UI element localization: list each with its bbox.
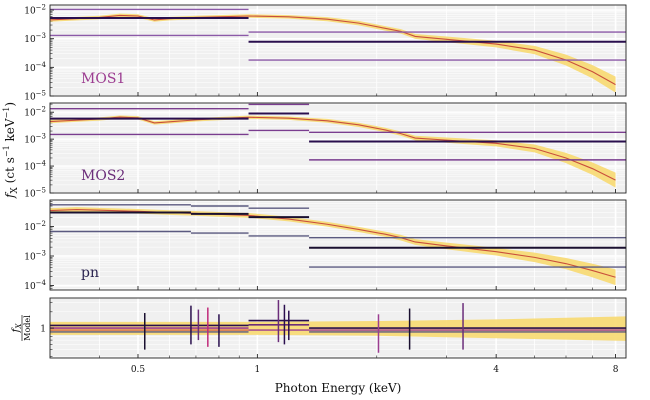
y-tick-label: 10−4 — [24, 160, 46, 173]
y-tick-label: 10−2 — [24, 220, 46, 233]
ylabel-units: (ct s — [3, 157, 17, 187]
y-tick-label: 10−3 — [24, 32, 46, 45]
ratio-ylabel: fX Model — [11, 315, 32, 341]
panel-plot-area — [50, 103, 626, 188]
y-tick-exponent: −4 — [36, 279, 47, 287]
y-tick-exponent: −4 — [36, 61, 47, 69]
ylabel-f: f — [3, 191, 17, 199]
y-axis-label-group: fX (ct s−1 keV−1) — [2, 102, 20, 199]
panel-pn: 10−410−310−2pn — [24, 199, 627, 292]
panel-label-mos2: MOS2 — [81, 168, 125, 184]
y-tick-base: 10 — [24, 223, 36, 233]
y-tick-base: 10 — [24, 93, 36, 103]
y-tick-label: 10−3 — [24, 133, 46, 146]
y-tick-base: 10 — [24, 190, 36, 200]
y-tick-label: 10−5 — [24, 187, 46, 200]
y-tick-exponent: −5 — [36, 90, 46, 98]
ratio-ylabel-sub: X — [15, 323, 23, 330]
ylabel-units-mid: keV — [3, 118, 17, 145]
y-tick-base: 10 — [24, 136, 36, 146]
ylabel-units-end: ) — [3, 102, 17, 107]
y-tick-exponent: −3 — [36, 250, 46, 258]
y-tick-base: 10 — [24, 35, 36, 45]
model-line — [50, 208, 616, 278]
y-tick-label: 10−2 — [24, 106, 46, 119]
y-tick-label: 10−5 — [24, 90, 46, 103]
y-axis-label: fX (ct s−1 keV−1) — [2, 102, 20, 199]
y-tick-exponent: −2 — [36, 220, 46, 228]
panel-ratio: 1 fX Model — [11, 297, 627, 359]
y-tick-exponent: −3 — [36, 32, 46, 40]
ratio-ylabel-f: f — [11, 326, 22, 333]
ratio-ylabel-denominator: Model — [23, 315, 32, 341]
panel-label-mos1: MOS1 — [81, 71, 125, 87]
panel-background — [50, 200, 626, 290]
y-tick-label: 10−2 — [24, 4, 46, 17]
panel-plot-area — [50, 8, 626, 93]
panel-plot-area — [50, 204, 626, 286]
x-tick-label: 8 — [613, 365, 619, 375]
x-tick-label: 0.5 — [131, 365, 146, 375]
ratio-ylabel-numerator: fX — [11, 323, 23, 334]
panel-label-pn: pn — [81, 265, 99, 281]
y-tick-label: 1 — [40, 325, 46, 335]
y-tick-label: 10−4 — [24, 61, 46, 74]
y-tick-exponent: −4 — [36, 160, 47, 168]
ylabel-exp2: −1 — [2, 107, 11, 119]
y-tick-exponent: −5 — [36, 187, 46, 195]
x-tick-label: 4 — [493, 365, 499, 375]
y-tick-base: 10 — [24, 163, 36, 173]
y-tick-base: 10 — [24, 253, 36, 263]
y-tick-base: 10 — [24, 7, 36, 17]
panel-plot-area — [50, 300, 626, 353]
panel-frame — [49, 199, 627, 291]
y-tick-base: 10 — [24, 64, 36, 74]
panel-frame — [49, 4, 627, 97]
y-tick-label: 10−4 — [24, 279, 46, 292]
y-tick-exponent: −2 — [36, 4, 46, 12]
y-tick-label: 10−3 — [24, 250, 46, 263]
y-tick-base: 10 — [24, 109, 36, 119]
y-tick-exponent: −3 — [36, 133, 46, 141]
x-axis-label: Photon Energy (keV) — [275, 381, 402, 395]
y-tick-exponent: −2 — [36, 106, 46, 114]
panel-frame — [49, 102, 627, 194]
y-tick-base: 10 — [24, 282, 36, 292]
ylabel-sub: X — [10, 187, 20, 194]
x-tick-label: 1 — [255, 365, 261, 375]
ylabel-exp1: −1 — [2, 145, 11, 157]
